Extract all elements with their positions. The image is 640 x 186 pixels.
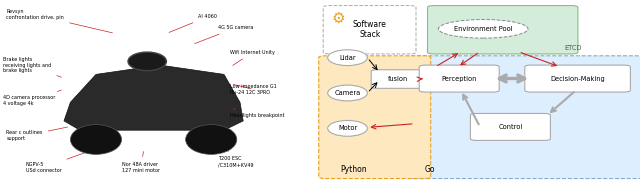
Ellipse shape: [128, 52, 166, 71]
Text: 4D camera processor
4 voltage 4k: 4D camera processor 4 voltage 4k: [3, 90, 61, 106]
FancyBboxPatch shape: [408, 56, 640, 179]
Text: Low impedance G1
flu-24 12C 3PRO: Low impedance G1 flu-24 12C 3PRO: [230, 84, 277, 95]
Text: Nor 48A driver
127 mini motor: Nor 48A driver 127 mini motor: [122, 152, 160, 173]
Text: Rear c outlines
support: Rear c outlines support: [6, 127, 68, 141]
Text: Wifi Internet Unity: Wifi Internet Unity: [230, 50, 275, 65]
Text: Control: Control: [499, 124, 522, 130]
FancyBboxPatch shape: [470, 113, 550, 140]
Text: AI 4060: AI 4060: [169, 14, 217, 32]
Text: Camera: Camera: [334, 90, 361, 96]
Ellipse shape: [328, 50, 367, 65]
Text: ⚙: ⚙: [331, 11, 345, 26]
FancyBboxPatch shape: [319, 56, 431, 179]
Text: Revsyn
confrontation drive, pin: Revsyn confrontation drive, pin: [6, 9, 113, 33]
Ellipse shape: [328, 85, 367, 101]
FancyBboxPatch shape: [525, 65, 630, 92]
Text: NGPV-5
USd connector: NGPV-5 USd connector: [26, 150, 93, 173]
Text: Headlights breakpoint: Headlights breakpoint: [230, 109, 285, 118]
Ellipse shape: [328, 121, 367, 136]
Circle shape: [186, 125, 237, 154]
Text: Go: Go: [425, 165, 435, 174]
Polygon shape: [64, 65, 243, 130]
Text: Perception: Perception: [442, 76, 477, 82]
Ellipse shape: [438, 20, 528, 38]
Text: Software
Stack: Software Stack: [353, 20, 387, 39]
FancyBboxPatch shape: [371, 70, 426, 88]
Text: Decision-Making: Decision-Making: [550, 76, 605, 82]
Text: Environment Pool: Environment Pool: [454, 26, 513, 32]
Text: 4G 5G camera: 4G 5G camera: [195, 25, 253, 44]
Text: ETCD: ETCD: [564, 45, 582, 51]
Circle shape: [70, 125, 122, 154]
Text: fusion: fusion: [388, 76, 408, 82]
FancyBboxPatch shape: [419, 65, 499, 92]
Text: T200 ESC
/C310M+KV49: T200 ESC /C310M+KV49: [218, 147, 253, 167]
FancyBboxPatch shape: [428, 6, 578, 54]
Text: Motor: Motor: [338, 125, 357, 131]
Text: Lidar: Lidar: [339, 55, 356, 61]
Text: Python: Python: [340, 165, 367, 174]
Text: Brake lights
receiving lights and
brake lights: Brake lights receiving lights and brake …: [3, 57, 61, 77]
